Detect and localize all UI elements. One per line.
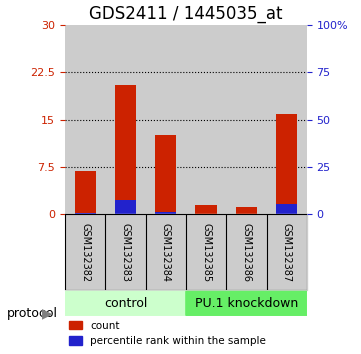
- Bar: [105, 214, 145, 290]
- Bar: [236, 207, 257, 214]
- Text: PU.1 knockdown: PU.1 knockdown: [195, 297, 298, 310]
- Legend: count, percentile rank within the sample: count, percentile rank within the sample: [65, 316, 270, 350]
- Bar: [115, 200, 136, 214]
- Bar: [75, 171, 96, 214]
- Bar: [196, 205, 217, 214]
- Bar: [145, 214, 186, 290]
- Text: GSM132386: GSM132386: [242, 223, 251, 282]
- Text: GSM132382: GSM132382: [80, 223, 90, 282]
- Bar: [266, 25, 307, 214]
- FancyBboxPatch shape: [186, 291, 307, 315]
- Bar: [226, 25, 266, 214]
- Bar: [276, 114, 297, 214]
- Bar: [186, 25, 226, 214]
- Bar: [65, 25, 105, 214]
- Bar: [276, 204, 297, 214]
- Bar: [266, 214, 307, 290]
- Text: GSM132384: GSM132384: [161, 223, 171, 282]
- Text: GSM132387: GSM132387: [282, 223, 292, 282]
- Bar: [105, 25, 145, 214]
- Bar: [155, 212, 176, 214]
- Text: GSM132385: GSM132385: [201, 223, 211, 282]
- Text: protocol: protocol: [7, 307, 58, 320]
- Text: ▶: ▶: [42, 306, 52, 320]
- Bar: [226, 214, 266, 290]
- Bar: [155, 135, 176, 214]
- Title: GDS2411 / 1445035_at: GDS2411 / 1445035_at: [89, 6, 283, 23]
- Text: control: control: [104, 297, 147, 310]
- Text: GSM132383: GSM132383: [121, 223, 130, 282]
- Bar: [145, 25, 186, 214]
- Bar: [75, 213, 96, 214]
- Bar: [65, 214, 105, 290]
- Bar: [115, 85, 136, 214]
- FancyBboxPatch shape: [65, 291, 186, 315]
- Bar: [186, 214, 226, 290]
